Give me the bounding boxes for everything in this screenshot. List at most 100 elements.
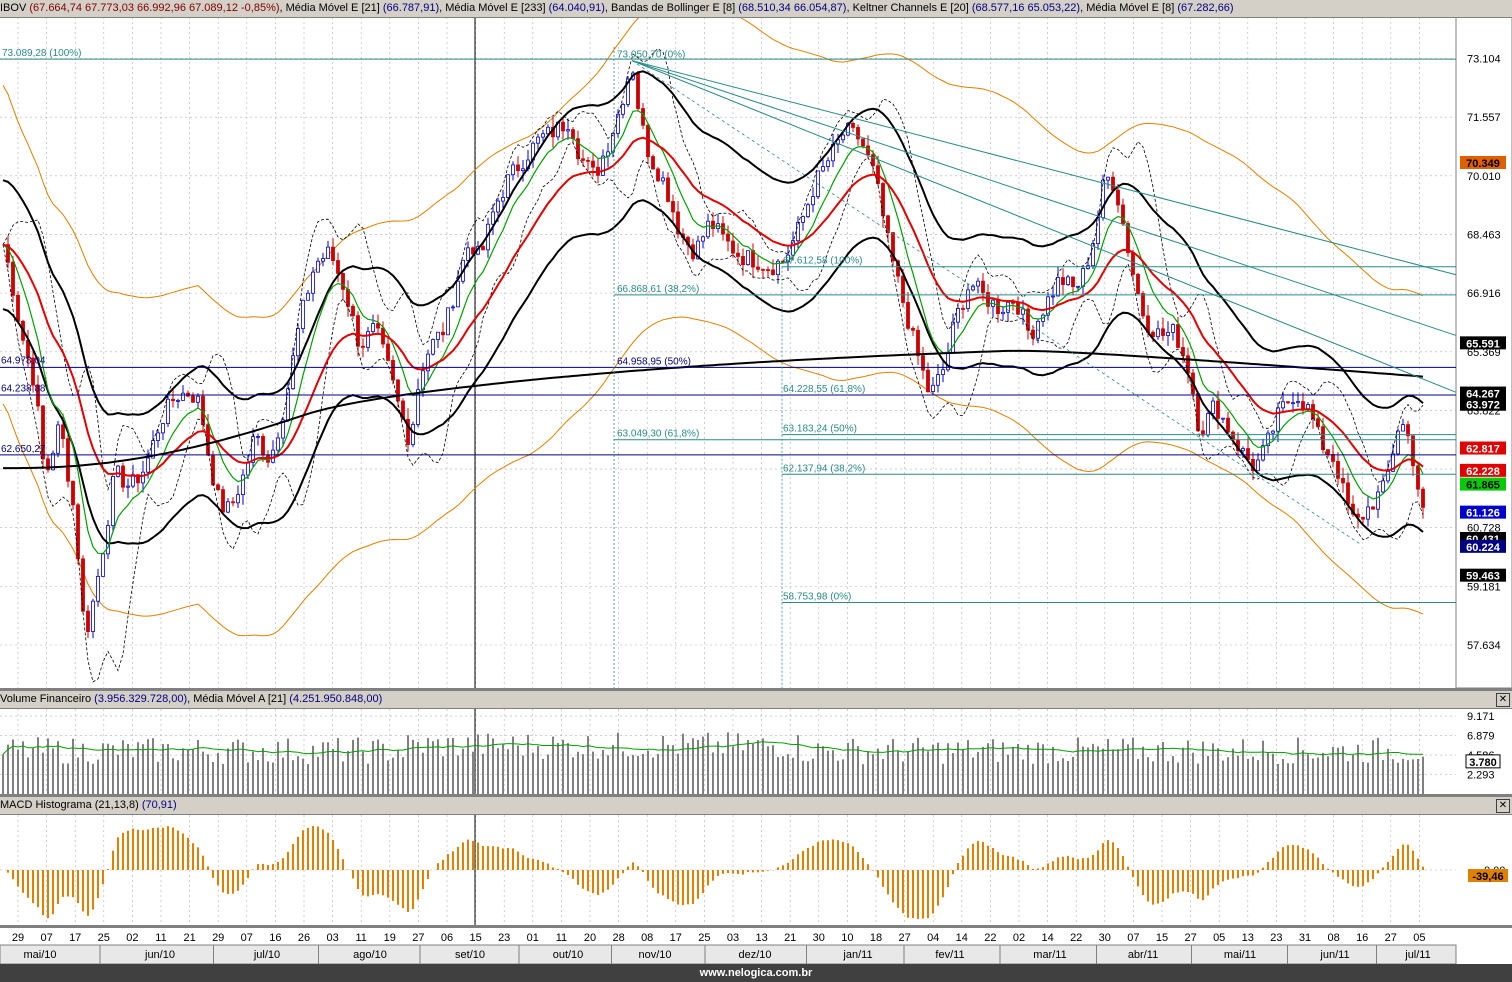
x-tick-label: 30 — [1099, 932, 1111, 944]
candle-body — [891, 232, 895, 262]
candle-body — [1196, 393, 1200, 432]
candle-body — [846, 122, 850, 136]
candle-body — [1256, 459, 1260, 472]
x-tick-label: 18 — [870, 932, 882, 944]
candle-body — [1186, 355, 1190, 374]
month-label: jan/11 — [842, 949, 872, 961]
candle-body — [571, 129, 575, 140]
candle-body — [541, 133, 545, 138]
candle-body — [1116, 189, 1120, 206]
footer-url[interactable]: www.nelogica.com.br — [0, 964, 1512, 982]
candle-body — [996, 299, 1000, 315]
candle-body — [296, 328, 300, 357]
candle-body — [986, 292, 990, 307]
candle-body — [66, 438, 70, 482]
candle-body — [371, 323, 375, 333]
candle-body — [331, 246, 335, 261]
candle-body — [731, 240, 735, 254]
candle-body — [1106, 176, 1110, 181]
candle-body — [196, 395, 200, 403]
candle-body — [456, 280, 460, 308]
x-tick-label: 03 — [727, 932, 739, 944]
x-tick-label: 15 — [469, 932, 481, 944]
month-label: ago/10 — [353, 949, 387, 961]
candle-body — [1016, 302, 1020, 315]
keltner-lower-line — [2, 199, 1424, 545]
x-tick-label: 25 — [698, 932, 710, 944]
month-label: jul/11 — [1404, 949, 1430, 961]
candle-body — [281, 419, 285, 439]
ema21-line — [2, 136, 1424, 478]
trend-line — [631, 60, 1457, 276]
candle-body — [1121, 204, 1125, 224]
price-badge-text: 61.865 — [1466, 480, 1500, 492]
y-tick-label: 73.104 — [1467, 54, 1501, 66]
candle-body — [1131, 252, 1135, 275]
x-tick-label: 04 — [927, 932, 939, 944]
candle-body — [821, 166, 825, 172]
candle-body — [921, 355, 925, 371]
candle-body — [366, 331, 370, 348]
candle-body — [1046, 296, 1050, 316]
candle-body — [1396, 430, 1400, 455]
fibonacci-label: 64.228,55 (61,8%) — [783, 384, 865, 395]
candle-body — [561, 121, 565, 132]
volume-close-button[interactable]: ✕ — [1496, 693, 1510, 707]
candle-body — [776, 260, 780, 276]
candle-body — [406, 418, 410, 445]
price-badge-text: 63.972 — [1466, 400, 1500, 412]
candle-body — [771, 269, 775, 276]
x-tick-label: 14 — [1041, 932, 1053, 944]
candle-body — [321, 258, 325, 262]
candle-body — [346, 288, 350, 307]
x-tick-label: 27 — [412, 932, 424, 944]
candle-body — [1026, 308, 1030, 331]
candle-body — [701, 236, 705, 242]
candle-body — [1111, 176, 1115, 191]
price-badge-bg — [1460, 568, 1506, 582]
month-label: set/10 — [455, 949, 485, 961]
price-badge-text: 65.591 — [1466, 338, 1500, 350]
candle-body — [521, 168, 525, 171]
candle-body — [221, 489, 225, 513]
candle-body — [851, 122, 855, 128]
x-tick-label: 25 — [98, 932, 110, 944]
fibonacci-label: 63.183,24 (50%) — [783, 424, 857, 435]
volume-y-tick-label: 2.293 — [1467, 770, 1495, 782]
candle-body — [1081, 268, 1085, 287]
price-badge-text: 62.817 — [1466, 444, 1500, 456]
candle-body — [811, 196, 815, 206]
candle-body — [121, 465, 125, 488]
macd-badge-text: -39,46 — [1472, 871, 1503, 883]
candle-body — [1321, 426, 1325, 451]
price-badge-bg — [1460, 441, 1506, 455]
candle-body — [871, 154, 875, 167]
candle-body — [906, 302, 910, 329]
candle-body — [1391, 453, 1395, 472]
candle-body — [31, 357, 35, 386]
ohlc-values: (67.664,74 67.773,03 66.992,96 67.089,12… — [29, 2, 280, 14]
candle-body — [1076, 285, 1080, 288]
fibonacci-label: 73.089,28 (100%) — [2, 48, 82, 59]
candle-body — [1416, 465, 1420, 490]
price-badge-bg — [1460, 386, 1506, 400]
candles — [6, 71, 1425, 639]
candle-body — [1136, 273, 1140, 294]
candle-body — [981, 280, 985, 293]
bollinger-upper-line — [2, 48, 1424, 492]
candle-body — [46, 458, 50, 471]
price-y-axis: 73.10471.55770.01068.46366.91665.36963.8… — [0, 54, 1501, 652]
candle-body — [586, 159, 590, 162]
candle-body — [501, 197, 505, 202]
price-badge-text: 61.126 — [1466, 508, 1500, 520]
volume-y-tick-label: 6.879 — [1467, 731, 1495, 743]
ema233-value: (64.040,91) — [548, 2, 605, 14]
candle-body — [781, 260, 785, 263]
candle-body — [1171, 324, 1175, 333]
candle-body — [761, 268, 765, 271]
trend-line — [631, 60, 1457, 336]
macd-close-button[interactable]: ✕ — [1496, 799, 1510, 813]
candle-body — [491, 211, 495, 225]
x-tick-label: 21 — [784, 932, 796, 944]
